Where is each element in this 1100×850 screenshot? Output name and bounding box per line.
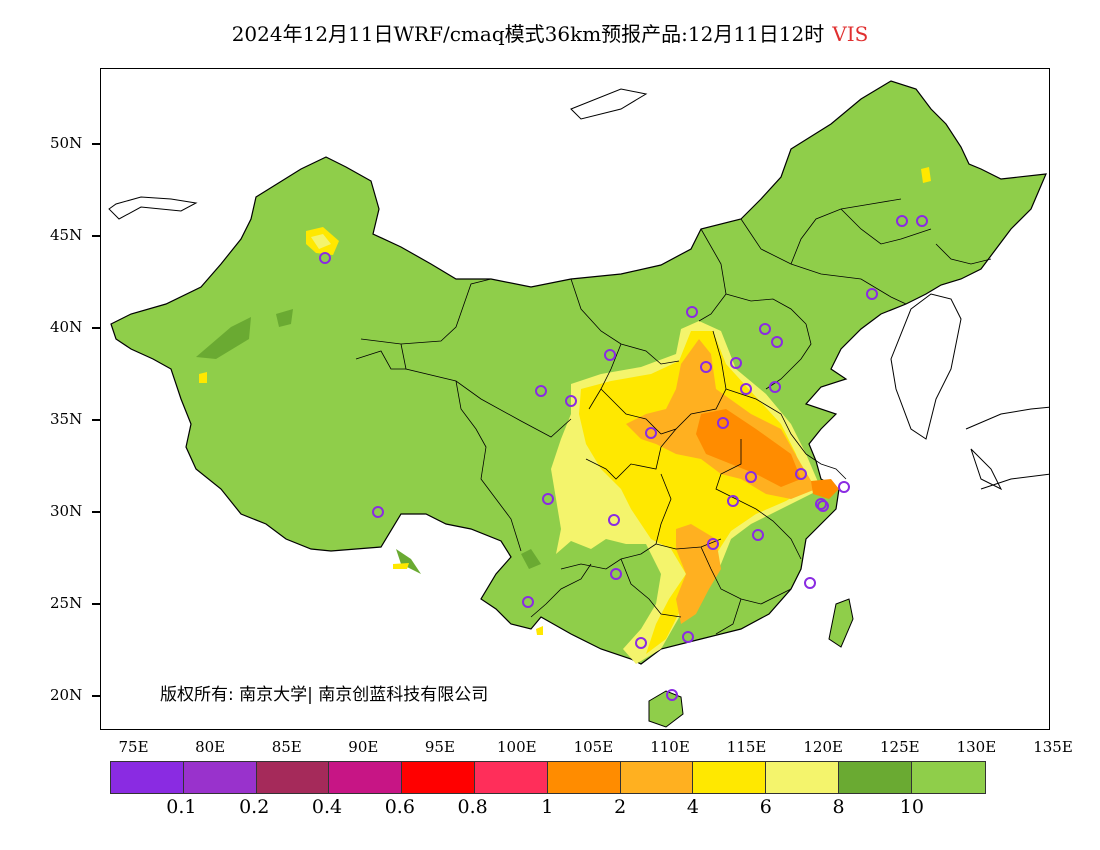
lat-tick xyxy=(92,511,100,513)
china-land xyxy=(110,80,1047,665)
colorbar-swatch xyxy=(620,762,694,793)
colorbar-label: 0.2 xyxy=(239,796,270,818)
lon-label: 85E xyxy=(271,738,302,756)
lon-label: 120E xyxy=(803,738,843,756)
colorbar-label: 0.1 xyxy=(166,796,197,818)
lat-tick xyxy=(92,603,100,605)
lon-label: 130E xyxy=(956,738,997,756)
colorbar-label: 2 xyxy=(614,796,627,818)
title-main: 2024年12月11日WRF/cmaq模式36km预报产品:12月11日12时 xyxy=(231,22,825,46)
map-panel xyxy=(100,68,1050,730)
colorbar-label: 4 xyxy=(686,796,699,818)
colorbar-label: 0.8 xyxy=(457,796,488,818)
vis-6-region xyxy=(579,331,806,654)
colorbar-swatch xyxy=(838,762,912,793)
isolated-low-vis-patches xyxy=(199,167,931,635)
lat-tick xyxy=(92,143,100,145)
neighbor-borders xyxy=(108,88,1049,491)
lat-label: 35N xyxy=(50,410,83,428)
colorbar-swatch xyxy=(693,762,767,793)
lat-tick xyxy=(92,235,100,237)
lat-label: 45N xyxy=(50,226,83,244)
colorbar xyxy=(110,761,986,794)
lon-label: 75E xyxy=(118,738,149,756)
colorbar-label: 0.6 xyxy=(384,796,415,818)
lat-tick xyxy=(92,419,100,421)
colorbar-swatch xyxy=(474,762,548,793)
hainan-island xyxy=(648,690,684,728)
colorbar-label: 6 xyxy=(759,796,772,818)
taiwan-island xyxy=(828,598,854,648)
lon-label: 90E xyxy=(348,738,379,756)
colorbar-swatch xyxy=(256,762,330,793)
vis-4-region xyxy=(626,339,816,624)
lon-label: 125E xyxy=(880,738,920,756)
lon-label: 110E xyxy=(650,738,690,756)
title-variable: VIS xyxy=(832,22,869,46)
colorbar-label: 1 xyxy=(541,796,554,818)
station-markers xyxy=(319,215,928,701)
copyright-notice: 版权所有: 南京大学| 南京创蓝科技有限公司 xyxy=(160,685,489,705)
lon-label: 105E xyxy=(573,738,614,756)
lon-label: 115E xyxy=(726,738,767,756)
lon-label: 80E xyxy=(195,738,226,756)
lat-label: 50N xyxy=(50,134,83,152)
lat-label: 20N xyxy=(50,686,83,704)
lat-label: 30N xyxy=(50,502,83,520)
colorbar-swatch xyxy=(766,762,839,793)
province-borders xyxy=(355,198,992,635)
vis-2-region xyxy=(696,409,839,499)
lat-label: 25N xyxy=(50,594,83,612)
map-title: 2024年12月11日WRF/cmaq模式36km预报产品:12月11日12时 V… xyxy=(0,18,1100,47)
lat-tick xyxy=(92,695,100,697)
lat-tick xyxy=(92,327,100,329)
lon-label: 95E xyxy=(424,738,455,756)
colorbar-swatch xyxy=(183,762,257,793)
colorbar-label: 8 xyxy=(832,796,845,818)
lat-label: 40N xyxy=(50,318,83,336)
colorbar-label: 10 xyxy=(899,796,924,818)
colorbar-swatch xyxy=(402,762,475,793)
colorbar-swatch xyxy=(111,762,184,793)
colorbar-label: 0.4 xyxy=(311,796,343,818)
china-vis-map xyxy=(108,80,1049,728)
lon-label: 100E xyxy=(497,738,537,756)
colorbar-swatch xyxy=(911,762,985,793)
colorbar-swatch xyxy=(547,762,621,793)
lon-label: 135E xyxy=(1033,738,1073,756)
colorbar-swatch xyxy=(329,762,403,793)
